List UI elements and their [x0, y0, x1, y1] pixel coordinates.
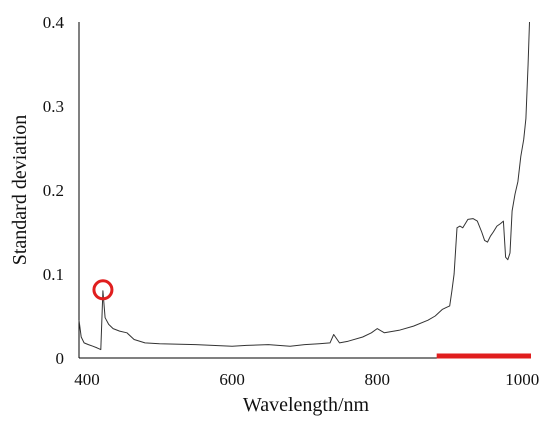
x-tick-label: 600: [219, 370, 245, 389]
y-tick-label: 0.3: [43, 97, 64, 116]
y-tick-label: 0.2: [43, 181, 64, 200]
plot-area: [78, 21, 531, 359]
x-tick-label: 400: [74, 370, 100, 389]
y-tick-label: 0.1: [43, 265, 64, 284]
x-tick-label: 800: [364, 370, 390, 389]
y-tick-label: 0.4: [43, 13, 65, 32]
x-axis-title: Wavelength/nm: [243, 394, 370, 416]
series-line-0: [78, 21, 530, 351]
highlight-circle: [92, 279, 114, 301]
y-tick-label: 0: [56, 349, 65, 368]
annotations: [92, 279, 531, 359]
y-axis-title: Standard deviation: [9, 115, 31, 266]
ticks: 0 0.1 0.2 0.3 0.4 400 600 800 1000: [43, 13, 540, 389]
x-tick-label: 1000: [505, 370, 539, 389]
